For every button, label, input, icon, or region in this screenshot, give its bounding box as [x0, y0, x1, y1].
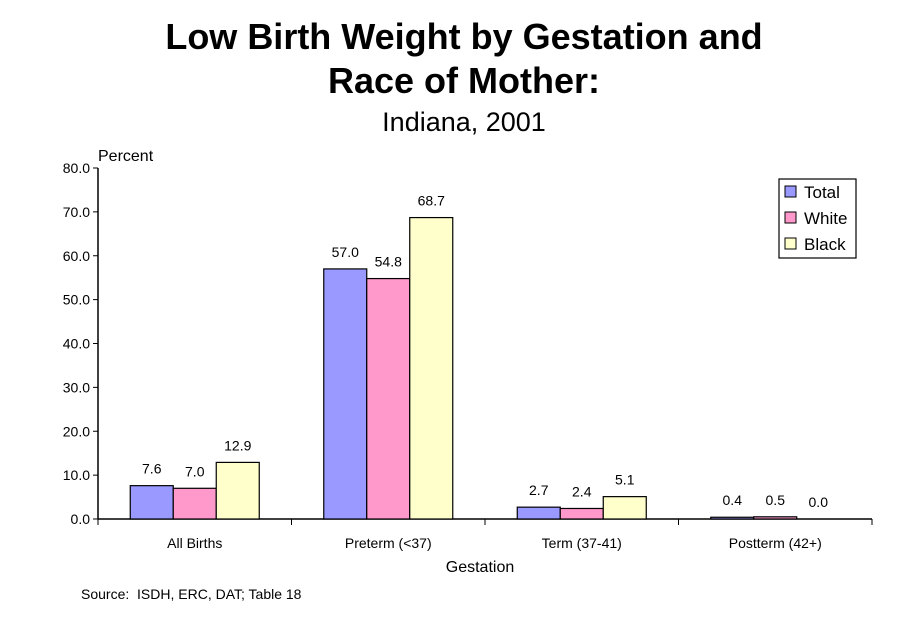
y-tick-label: 20.0: [63, 423, 90, 439]
legend: Total White Black: [778, 178, 857, 259]
y-tick-label: 10.0: [63, 467, 90, 483]
y-tick-label: 0.0: [71, 511, 91, 527]
bar-white: [559, 507, 604, 520]
source-note: Source: ISDH, ERC, DAT; Table 18: [81, 586, 302, 602]
chart-title-line1: Low Birth Weight by Gestation and: [165, 16, 762, 57]
data-label: 68.7: [418, 193, 445, 209]
legend-label-white: White: [804, 209, 847, 228]
y-tick-label: 60.0: [63, 248, 90, 264]
x-axis-label: Gestation: [446, 559, 514, 576]
legend-label-total: Total: [804, 183, 840, 202]
bar-total: [323, 268, 368, 520]
y-tick-label: 30.0: [63, 379, 90, 395]
x-tick-label: Preterm (<37): [345, 535, 432, 551]
chart-subtitle: Indiana, 2001: [382, 107, 546, 137]
y-tick-label: 50.0: [63, 292, 90, 308]
legend-swatch-black: [784, 237, 797, 250]
data-label: 12.9: [224, 437, 251, 453]
chart-title-line2: Race of Mother:: [328, 60, 600, 101]
data-label: 57.0: [332, 244, 359, 260]
data-label: 7.6: [142, 461, 162, 477]
legend-swatch-total: [784, 185, 797, 198]
y-axis-label: Percent: [98, 148, 154, 165]
data-label: 2.4: [572, 483, 592, 499]
data-label: 7.0: [185, 463, 205, 479]
legend-swatch-white: [784, 211, 797, 224]
bar-total: [516, 506, 561, 520]
bar-black: [602, 496, 647, 520]
bar-white: [366, 277, 411, 520]
bar-white: [753, 516, 798, 520]
data-label: 5.1: [615, 472, 635, 488]
bar-black: [215, 461, 260, 520]
bar-total: [710, 516, 755, 520]
data-label: 0.0: [809, 494, 829, 510]
y-tick-label: 80.0: [63, 160, 90, 176]
x-tick-label: All Births: [167, 535, 222, 551]
x-tick-label: Term (37-41): [542, 535, 622, 551]
legend-label-black: Black: [804, 235, 846, 254]
data-label: 54.8: [375, 254, 402, 270]
data-label: 0.4: [723, 492, 743, 508]
bar-black: [409, 216, 454, 520]
data-label: 2.7: [529, 482, 549, 498]
data-label: 0.5: [766, 492, 786, 508]
bar-total: [129, 485, 174, 520]
x-tick-label: Postterm (42+): [729, 535, 822, 551]
bar-white: [172, 487, 217, 520]
y-tick-label: 70.0: [63, 204, 90, 220]
y-tick-label: 40.0: [63, 336, 90, 352]
